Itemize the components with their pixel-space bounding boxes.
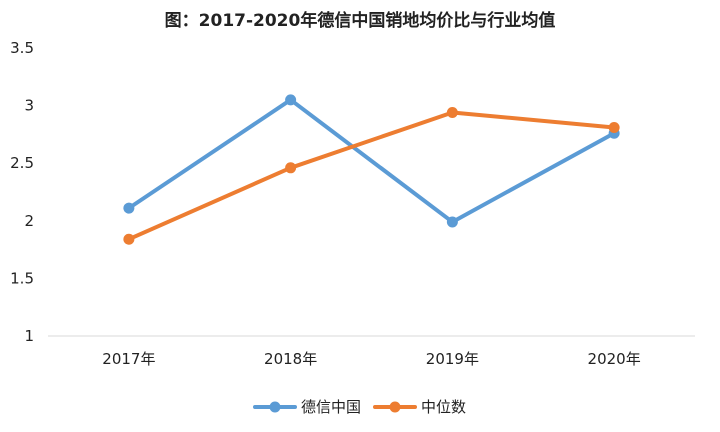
- x-tick-label: 2020年: [588, 350, 641, 368]
- data-point: [123, 233, 135, 245]
- data-point: [446, 216, 458, 228]
- legend: 德信中国 中位数: [253, 398, 466, 416]
- chart-title: 图：2017-2020年德信中国销地均价比与行业均值: [164, 11, 556, 31]
- x-axis: 2017年 2018年 2019年 2020年: [102, 350, 640, 368]
- y-tick-label: 2: [24, 212, 34, 230]
- y-axis: 1 1.5 2 2.5 3 3.5: [10, 39, 34, 345]
- y-tick-label: 3.5: [10, 39, 34, 57]
- legend-marker: [389, 401, 401, 413]
- data-point: [608, 121, 620, 133]
- legend-item: 中位数: [373, 398, 466, 416]
- legend-item: 德信中国: [253, 398, 361, 416]
- series-1: [123, 94, 620, 228]
- series-line: [126, 97, 617, 224]
- data-point: [285, 94, 297, 106]
- y-tick-label: 2.5: [10, 154, 34, 172]
- x-tick-label: 2017年: [102, 350, 155, 368]
- data-point: [123, 202, 135, 214]
- legend-label: 中位数: [421, 398, 466, 416]
- x-tick-label: 2018年: [264, 350, 317, 368]
- y-tick-label: 1.5: [10, 269, 34, 287]
- legend-label: 德信中国: [301, 398, 361, 416]
- x-tick-label: 2019年: [426, 350, 479, 368]
- series-2: [123, 107, 620, 245]
- data-point: [446, 107, 458, 119]
- series-line: [126, 110, 617, 242]
- legend-marker: [269, 401, 281, 413]
- y-tick-label: 3: [24, 97, 34, 115]
- data-point: [285, 162, 297, 174]
- y-tick-label: 1: [24, 327, 34, 345]
- series-layer: [123, 94, 620, 245]
